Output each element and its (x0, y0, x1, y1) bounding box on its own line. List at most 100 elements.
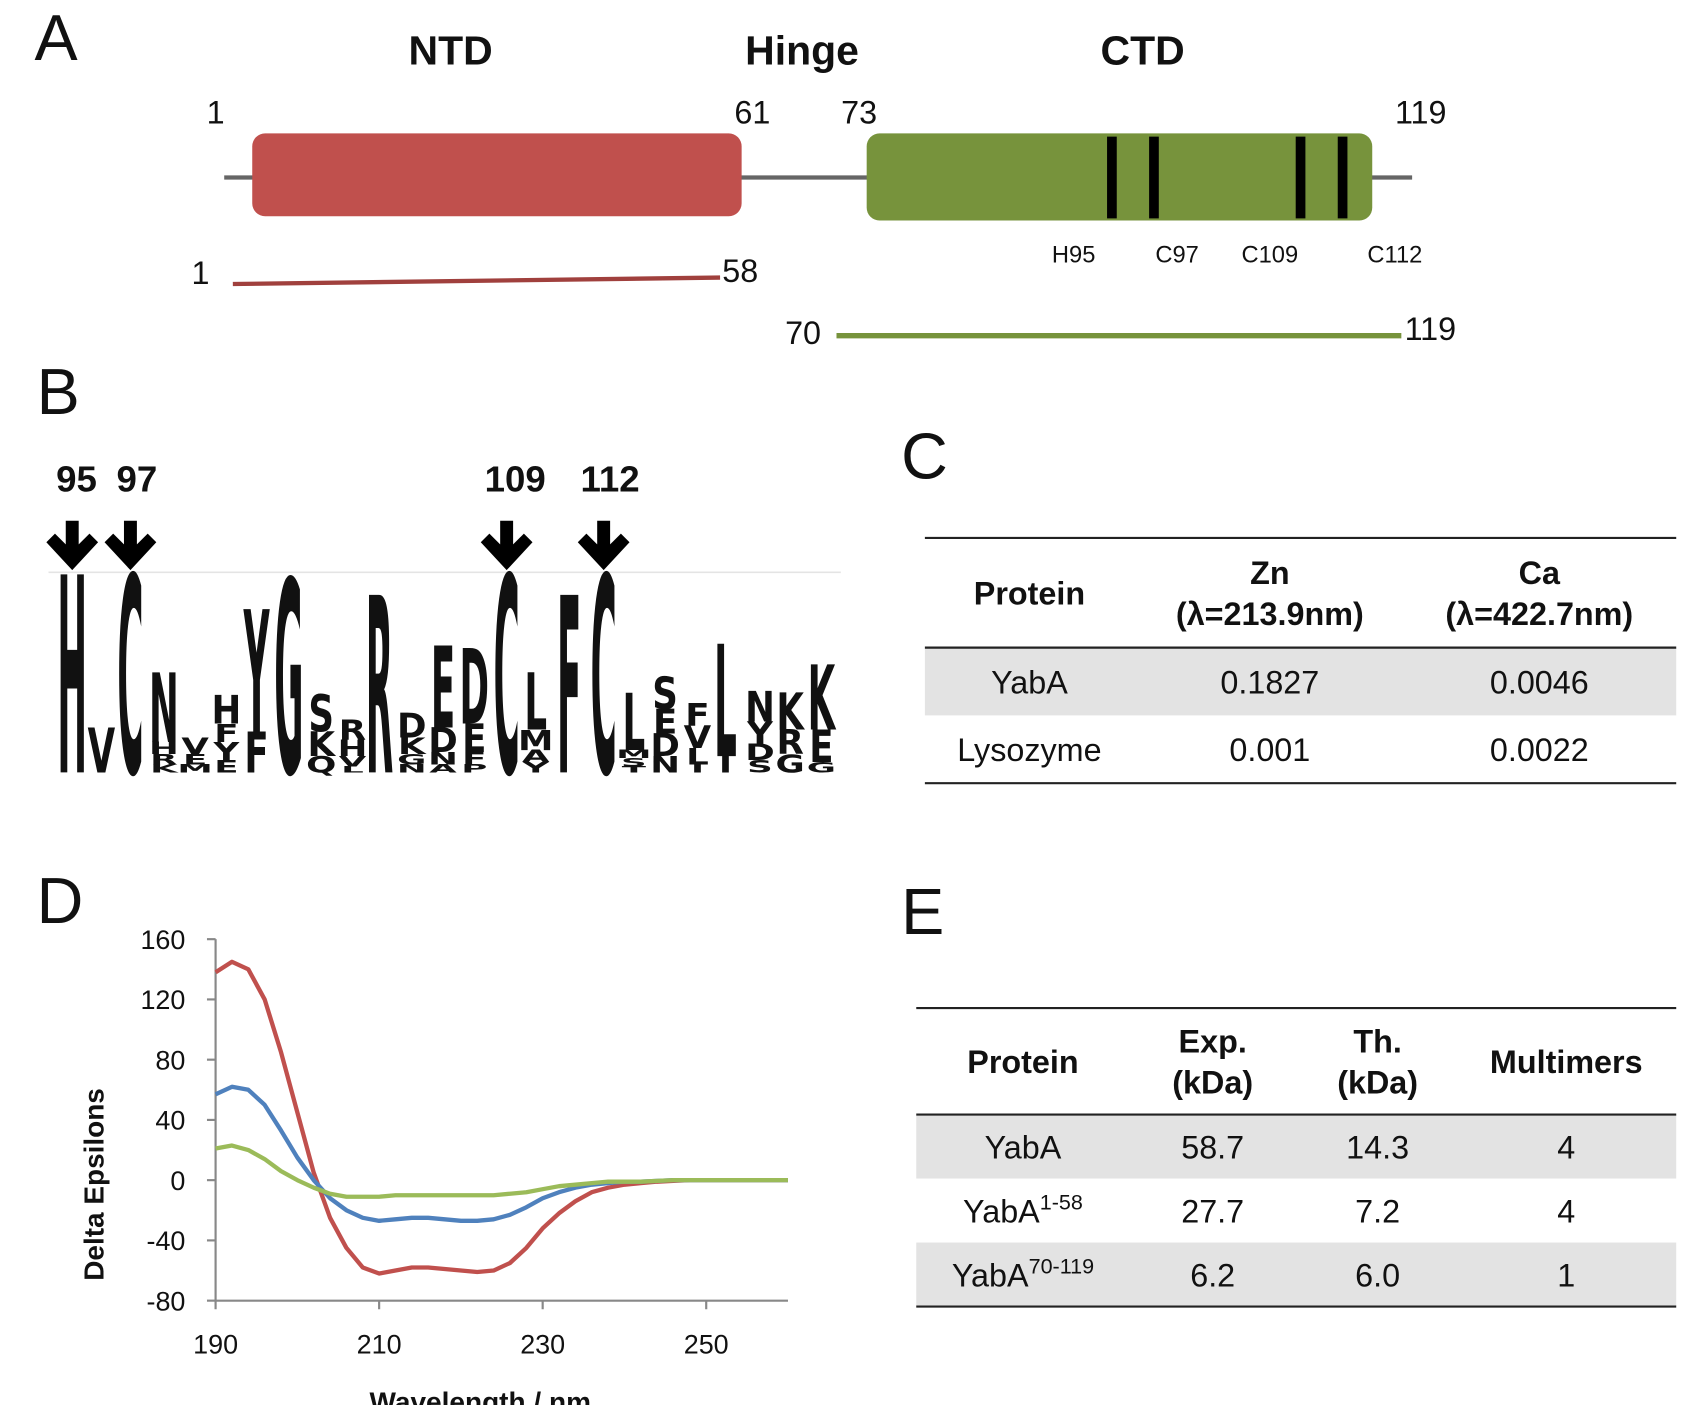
construct-end: 119 (1405, 311, 1457, 347)
logo-letter: D (428, 722, 458, 761)
position-label: 1 (207, 95, 225, 131)
x-tick-label: 190 (193, 1329, 238, 1359)
logo-letter: H (211, 687, 241, 733)
logo-letter: N (745, 684, 775, 733)
logo-letter: A (522, 747, 550, 767)
logo-letter: G (776, 750, 805, 779)
row-band (924, 647, 1677, 716)
header-cell: (λ=422.7nm) (1445, 596, 1633, 632)
x-tick-label: 210 (357, 1329, 402, 1359)
position-label: 112 (581, 459, 640, 500)
logo-letter: E (653, 703, 677, 742)
logo-letter: N (397, 763, 427, 776)
x-axis-label: Wavelength / nm (369, 1386, 591, 1405)
header-cell: (kDa) (1337, 1065, 1418, 1101)
logo-letter: C (494, 520, 520, 837)
cell-superscript: 1-58 (1040, 1190, 1083, 1214)
logo-letter: V (88, 715, 116, 787)
logo-letter: K (398, 734, 427, 760)
y-tick-label: -40 (146, 1226, 185, 1256)
logo-letter: G (807, 760, 836, 776)
construct-start: 70 (785, 315, 821, 351)
logo-letter: I (719, 752, 732, 778)
ctd-box (866, 133, 1373, 221)
position-label: 73 (841, 95, 877, 131)
x-tick-label: 230 (520, 1329, 565, 1359)
logo-letter: D (397, 708, 427, 747)
table-cell: 1 (1557, 1257, 1575, 1293)
logo-letter: R (150, 752, 178, 768)
panel-label: E (901, 876, 944, 948)
arrows (46, 520, 630, 571)
construct-start: 1 (192, 255, 210, 291)
logo-letter: M (177, 763, 212, 776)
header-cell: (λ=213.9nm) (1176, 596, 1364, 632)
table: Protein Zn (λ=213.9nm) Ca (λ=422.7nm) YabA 0.1… (924, 536, 1677, 785)
table-cell: YabA (991, 664, 1068, 700)
logo-letter: R (366, 547, 393, 831)
table-cell: YabA70-119 (952, 1255, 1094, 1294)
logo-letter: F (214, 719, 238, 748)
logo-letter: K (150, 763, 180, 776)
logo-letter: M (518, 724, 553, 757)
logo-letter: E (214, 757, 238, 777)
logo-letter: R (776, 724, 803, 763)
header-cell: Ca (1519, 555, 1561, 591)
y-tick-label: 120 (140, 985, 185, 1015)
table-cell: 27.7 (1181, 1193, 1244, 1229)
logo-letter: N (650, 752, 680, 778)
logo-letter: V (181, 734, 209, 760)
panel-label: C (901, 421, 948, 493)
logo-letter: L (341, 765, 364, 775)
logo-letter: E (462, 715, 486, 761)
cell-text: YabA (963, 1193, 1040, 1229)
logo-letter: L (524, 657, 547, 748)
logo-letter: K (808, 648, 837, 752)
logo-letter: S (308, 686, 334, 744)
position-label: 61 (734, 95, 770, 131)
logo-letter: E (431, 624, 455, 755)
logo-letter: L (623, 678, 646, 769)
logo-letter: F (557, 547, 581, 831)
y-tick-label: 0 (170, 1166, 185, 1196)
logo-letter: Y (522, 760, 550, 776)
logo-letter: N (428, 749, 458, 769)
y-tick-label: 160 (140, 925, 185, 955)
logo-letter: E (809, 720, 833, 773)
logo-letter: Y (746, 715, 774, 751)
logo-letter: F (685, 697, 709, 733)
residue-bar (1295, 136, 1306, 219)
logo-letter: A (429, 763, 457, 776)
logo-letter: L (686, 744, 709, 770)
logo-letter: Q (306, 752, 336, 778)
residue-label: H95 (1052, 243, 1096, 269)
position-label: 97 (117, 459, 158, 500)
y-tick-label: -80 (146, 1286, 185, 1316)
arrow (577, 520, 630, 571)
logo-letter: S (621, 757, 647, 770)
table-cell: 14.3 (1346, 1129, 1409, 1165)
logo-letter: E (183, 752, 207, 768)
row-band (916, 1114, 1677, 1179)
table-cell: 6.0 (1355, 1257, 1400, 1293)
logo-letter: T (622, 765, 647, 775)
table-cell: 4 (1557, 1193, 1575, 1229)
cell-text: YabA (985, 1129, 1062, 1165)
position-label: 109 (485, 459, 546, 500)
logo-letter: C (117, 520, 143, 837)
cell-superscript: 70-119 (1029, 1255, 1094, 1279)
logo-letter: S (747, 757, 773, 777)
header-cell: Multimers (1490, 1044, 1643, 1080)
table-cell: 4 (1557, 1129, 1575, 1165)
logo-letter: M (616, 748, 651, 761)
header-cell: Th. (1353, 1024, 1401, 1060)
panel-label: A (34, 2, 77, 74)
arrow (46, 520, 99, 571)
domain-label: CTD (1101, 28, 1185, 74)
logo-letter: N (149, 653, 179, 764)
data-line (215, 1143, 788, 1199)
logo-letter: V (684, 719, 712, 755)
logo-letter: K (307, 726, 336, 765)
logo-letter: R (339, 713, 366, 746)
